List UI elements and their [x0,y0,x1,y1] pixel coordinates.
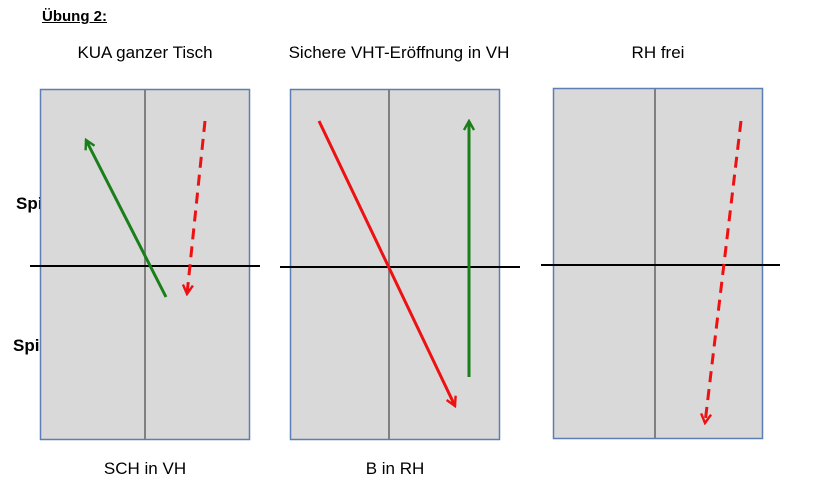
red-dashed-arrow [187,120,207,294]
green-arrow [86,140,168,298]
panel-2-heading: Sichere VHT-Eröffnung in VH [288,43,510,62]
panel-1-caption: SCH in VH [103,459,187,478]
panel-1-heading: KUA ganzer Tisch [77,43,213,62]
table-panel-3 [541,87,780,440]
exercise-title: Übung 2: [42,8,107,25]
table-surface [289,88,501,441]
red-arrow [317,120,455,406]
panel-2-caption: B in RH [365,459,425,478]
table-panel-1 [30,88,260,441]
red-dashed-arrow [705,120,743,423]
table-surface [552,87,764,440]
panel-3-heading: RH frei [631,43,685,62]
table-panel-2 [280,88,520,441]
